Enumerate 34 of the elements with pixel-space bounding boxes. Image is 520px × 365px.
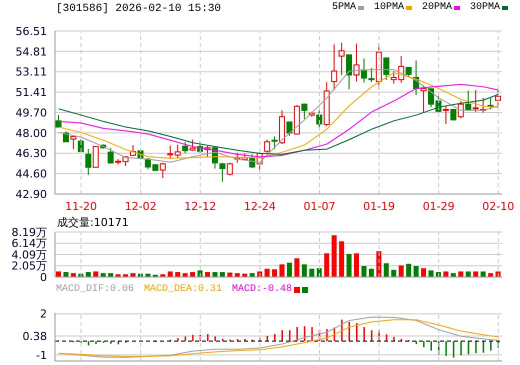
y-tick-label: 2: [40, 308, 47, 321]
x-tick-label: 01-29: [422, 200, 455, 213]
x-tick-label: 12-02: [124, 200, 157, 213]
y-tick-label: 54.81: [16, 45, 47, 58]
x-tick-label: 12-12: [184, 200, 216, 213]
y-tick-label: 4.09万: [12, 248, 47, 262]
y-tick-label: 46.30: [16, 147, 47, 160]
text: MACD_DIF:0.06: [56, 284, 134, 295]
legend-label: MACD:-0.48: [232, 284, 292, 295]
x-tick-label: 12-24: [244, 200, 276, 213]
text: MACD_DEA:0.31: [144, 284, 222, 295]
x-tick-label: 02-10: [482, 200, 514, 213]
y-tick-label: 49.70: [16, 106, 47, 120]
chart-title: [301586] 2026-02-10 15:30: [56, 3, 222, 15]
text: 成交量:10171: [57, 215, 129, 230]
y-tick-label: 8.19万: [12, 226, 47, 239]
legend-label: 10PMA: [374, 2, 404, 13]
x-tick-label: 11-20: [65, 200, 98, 213]
x-tick-label: 01-07: [303, 200, 336, 213]
y-tick-label: 48.00: [16, 126, 47, 140]
y-tick-label: 51.41: [16, 86, 47, 99]
y-tick-label: 2.05万: [12, 260, 47, 273]
y-tick-label: 53.11: [16, 66, 47, 79]
y-tick-label: 44.60: [16, 168, 47, 181]
y-tick-label: 56.51: [16, 24, 47, 38]
legend-label: 30PMA: [470, 2, 500, 13]
legend-label: 5PMA: [332, 2, 356, 13]
y-tick-label: 6.14万: [12, 237, 47, 250]
y-tick-label: -1: [36, 348, 47, 362]
y-tick-label: 0.38: [22, 330, 47, 343]
y-tick-label: 0: [40, 270, 47, 284]
x-tick-label: 01-19: [363, 200, 396, 213]
legend-label: 20PMA: [422, 2, 452, 13]
y-tick-label: 42.90: [16, 188, 47, 201]
